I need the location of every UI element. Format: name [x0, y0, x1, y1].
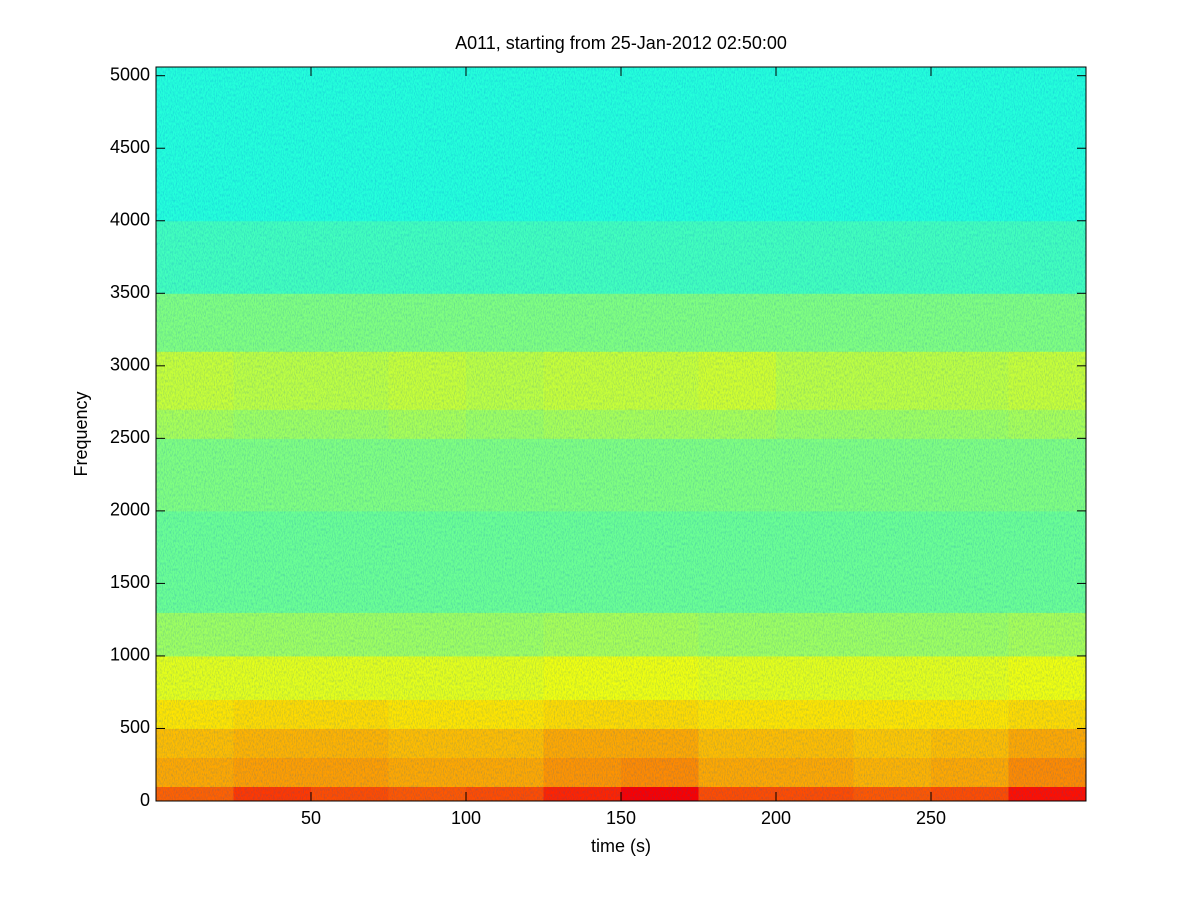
y-tick-label: 3000 — [110, 355, 150, 375]
y-tick-label: 0 — [140, 790, 150, 810]
y-tick-label: 4500 — [110, 137, 150, 157]
y-tick-label: 5000 — [110, 64, 150, 84]
x-tick-label: 50 — [301, 808, 321, 828]
y-tick-label: 4000 — [110, 210, 150, 230]
y-tick-label: 2500 — [110, 427, 150, 447]
x-tick-label: 100 — [451, 808, 481, 828]
y-axis-label: Frequency — [71, 391, 91, 476]
y-tick-label: 500 — [120, 717, 150, 737]
x-tick-label: 150 — [606, 808, 636, 828]
y-tick-label: 2000 — [110, 500, 150, 520]
chart-title: A011, starting from 25-Jan-2012 02:50:00 — [455, 33, 787, 53]
y-tick-label: 1000 — [110, 645, 150, 665]
x-axis-label: time (s) — [591, 836, 651, 856]
y-tick-label: 3500 — [110, 282, 150, 302]
texture — [156, 67, 1086, 801]
y-tick-label: 1500 — [110, 572, 150, 592]
ticks: 50 100 150 200 25005001000150020002500300035… — [110, 64, 1086, 828]
x-tick-label: 250 — [916, 808, 946, 828]
x-tick-label: 200 — [761, 808, 791, 828]
